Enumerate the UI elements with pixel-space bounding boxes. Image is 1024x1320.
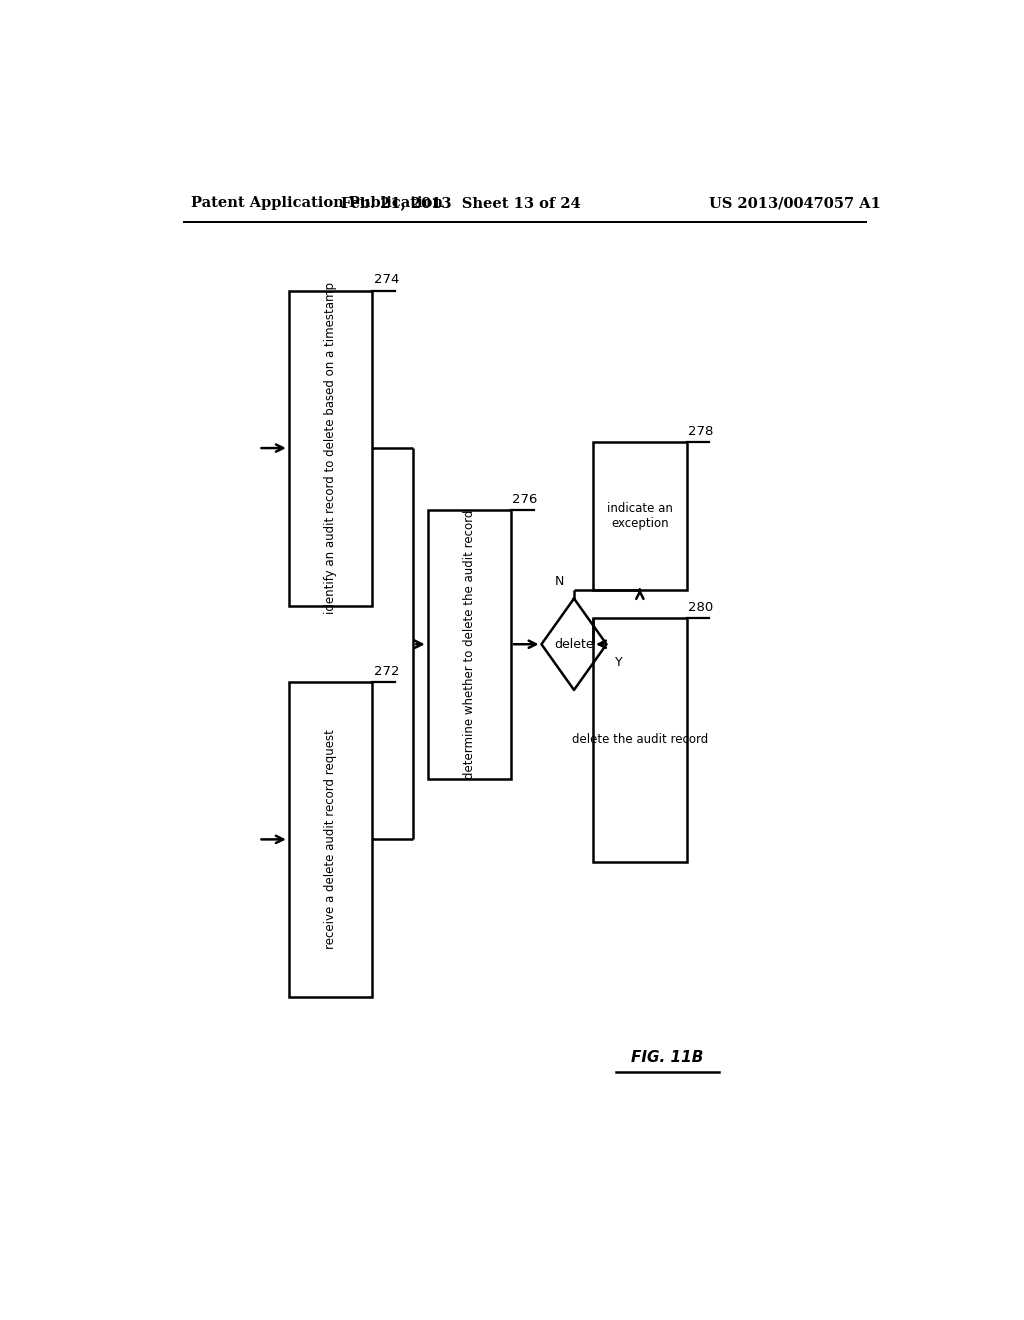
- Text: 276: 276: [512, 492, 538, 506]
- Text: 274: 274: [374, 273, 399, 286]
- Text: Feb. 21, 2013  Sheet 13 of 24: Feb. 21, 2013 Sheet 13 of 24: [341, 197, 582, 210]
- FancyBboxPatch shape: [428, 510, 511, 779]
- Text: N: N: [555, 576, 564, 589]
- Text: indicate an
exception: indicate an exception: [607, 502, 673, 531]
- Text: 272: 272: [374, 665, 399, 677]
- Text: determine whether to delete the audit record: determine whether to delete the audit re…: [463, 510, 476, 779]
- Text: Patent Application Publication: Patent Application Publication: [191, 197, 443, 210]
- Text: delete: delete: [554, 638, 594, 651]
- Text: 280: 280: [688, 601, 714, 614]
- FancyBboxPatch shape: [289, 290, 372, 606]
- FancyBboxPatch shape: [289, 682, 372, 997]
- Text: FIG. 11B: FIG. 11B: [632, 1051, 703, 1065]
- FancyBboxPatch shape: [593, 442, 687, 590]
- Text: 278: 278: [688, 425, 714, 438]
- Polygon shape: [542, 598, 606, 690]
- Text: US 2013/0047057 A1: US 2013/0047057 A1: [709, 197, 881, 210]
- Text: receive a delete audit record request: receive a delete audit record request: [324, 730, 337, 949]
- FancyBboxPatch shape: [593, 618, 687, 862]
- Text: Y: Y: [614, 656, 623, 669]
- Text: delete the audit record: delete the audit record: [571, 734, 708, 746]
- Text: identify an audit record to delete based on a timestamp: identify an audit record to delete based…: [324, 282, 337, 614]
